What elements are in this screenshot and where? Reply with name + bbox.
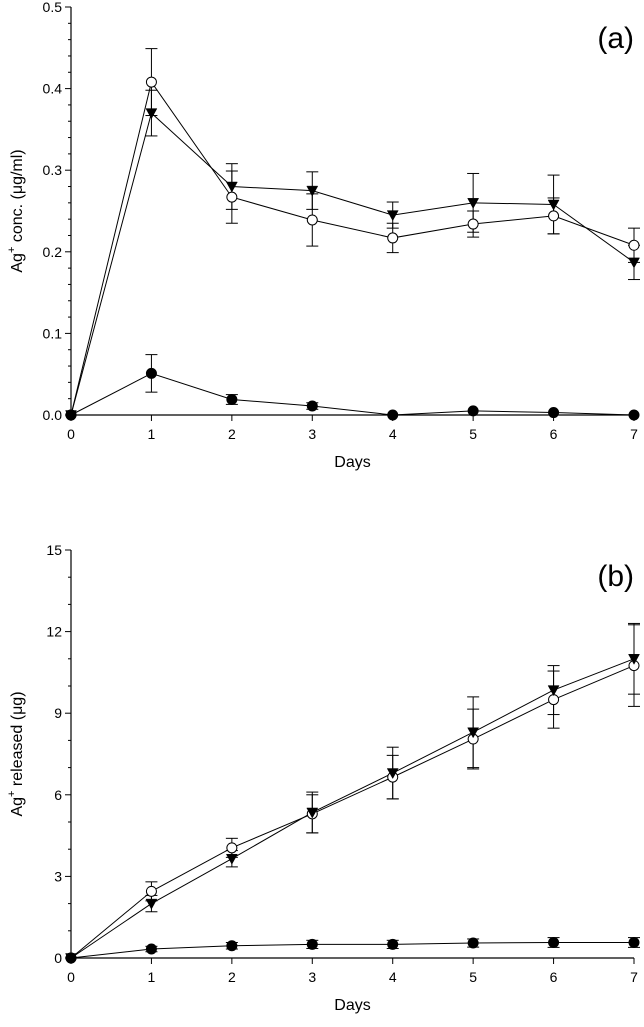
data-point-filled-triangle: [306, 185, 319, 197]
data-point-filled-triangle: [306, 807, 319, 819]
y-tick-label: 0.1: [43, 325, 63, 341]
data-point-open-circle: [628, 239, 640, 251]
x-tick-label: 7: [630, 426, 638, 442]
data-point-open-circle: [226, 842, 238, 854]
data-point-filled-triangle: [628, 257, 640, 269]
data-point-open-circle: [467, 218, 479, 230]
data-point-filled-circle: [65, 952, 77, 964]
y-axis-title-superscript: +: [6, 247, 18, 253]
data-point-filled-circle: [467, 937, 479, 949]
series-line-open-circle: [70, 665, 635, 959]
x-tick-label: 0: [67, 969, 75, 985]
y-tick-label: 6: [54, 787, 62, 803]
x-tick-label: 2: [228, 969, 236, 985]
data-point-filled-triangle: [628, 654, 640, 665]
data-point-filled-circle: [548, 936, 560, 948]
x-tick-label: 5: [469, 969, 477, 985]
data-point-open-circle: [306, 214, 318, 226]
y-tick-label: 0.4: [43, 81, 63, 97]
y-tick-label: 0: [54, 950, 62, 966]
series-line-open-circle: [70, 80, 635, 416]
y-tick-label: 15: [46, 542, 62, 558]
y-axis-title: Ag+ released (μg): [6, 691, 26, 816]
y-tick-label: 9: [54, 705, 62, 721]
panel-label: (b): [597, 560, 634, 593]
series-line-filled-triangle-down: [70, 658, 635, 959]
x-tick-label: 3: [308, 969, 316, 985]
data-point-open-circle: [548, 210, 560, 222]
chart-panel-a: 0.0 0.1 0.2 0.3 0.4 0.5 0 1 2 3 4 5 6 7 Days Ag+ conc. …: [6, 0, 640, 471]
x-tick-label: 4: [389, 969, 397, 985]
data-point-filled-triangle: [225, 853, 238, 865]
x-tick-label: 3: [308, 426, 316, 442]
data-point-open-circle: [145, 76, 157, 88]
x-axis-title: Days: [334, 454, 370, 471]
series-line-filled-circle: [70, 941, 634, 959]
panel-label: (a): [597, 22, 634, 55]
data-point-open-circle: [226, 191, 238, 203]
y-tick-label: 0.3: [43, 162, 63, 178]
x-tick-label: 6: [550, 969, 558, 985]
x-tick-label: 1: [148, 969, 156, 985]
data-point-filled-circle: [145, 943, 157, 955]
data-point-filled-triangle: [547, 199, 560, 211]
data-point-filled-circle: [65, 409, 77, 421]
y-tick-label: 0.0: [43, 407, 63, 423]
y-tick-label: 12: [46, 624, 62, 640]
data-point-filled-triangle: [145, 108, 158, 120]
y-axis-title-main: Ag: [9, 797, 26, 817]
x-tick-label: 1: [148, 426, 156, 442]
data-point-open-circle: [387, 232, 399, 244]
data-point-filled-triangle: [225, 181, 238, 193]
x-tick-label: 5: [469, 426, 477, 442]
data-point-filled-triangle: [386, 768, 399, 780]
data-point-filled-triangle: [145, 898, 158, 910]
data-point-filled-circle: [306, 400, 318, 412]
data-point-filled-circle: [628, 936, 640, 948]
x-tick-label: 7: [630, 969, 638, 985]
data-point-filled-circle: [145, 367, 157, 379]
series-line-filled-circle: [70, 372, 635, 416]
data-point-filled-triangle: [547, 685, 560, 697]
data-point-filled-circle: [226, 393, 238, 405]
data-point-open-circle: [548, 694, 560, 706]
x-axis-title: Days: [334, 997, 370, 1014]
data-point-open-circle: [145, 885, 157, 897]
y-tick-label: 0.5: [43, 0, 63, 15]
y-axis-title-units: released (μg): [9, 691, 26, 790]
x-tick-label: 2: [228, 426, 236, 442]
data-point-filled-triangle: [386, 210, 399, 222]
data-point-filled-circle: [467, 405, 479, 417]
data-point-filled-triangle: [467, 198, 480, 209]
data-point-filled-circle: [226, 940, 238, 952]
x-tick-label: 0: [67, 426, 75, 442]
y-axis-title-units: conc. (μg/ml): [9, 149, 26, 246]
data-point-filled-circle: [628, 409, 640, 421]
series-line-filled-triangle-down: [70, 112, 635, 416]
y-axis-title-superscript: +: [6, 791, 18, 797]
x-tick-label: 4: [389, 426, 397, 442]
data-point-filled-triangle: [467, 727, 480, 739]
data-point-filled-circle: [548, 407, 560, 419]
data-point-filled-circle: [387, 938, 399, 950]
y-tick-label: 0.2: [43, 244, 63, 260]
y-axis-title-main: Ag: [9, 253, 26, 273]
data-point-filled-circle: [306, 938, 318, 950]
x-tick-label: 6: [550, 426, 558, 442]
y-tick-label: 3: [54, 868, 62, 884]
y-axis-title: Ag+ conc. (μg/ml): [6, 149, 26, 272]
data-point-filled-circle: [387, 409, 399, 421]
